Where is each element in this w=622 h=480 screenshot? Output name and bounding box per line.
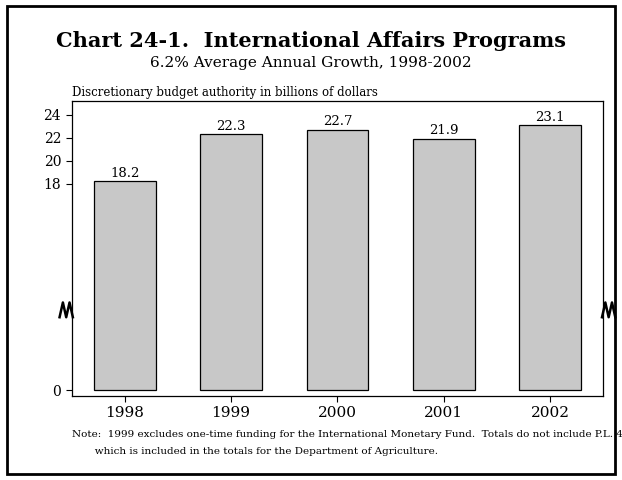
Line: 5 pts: 5 pts [60,302,73,317]
Point [121,384,128,389]
Text: Note:  1999 excludes one-time funding for the International Monetary Fund.  Tota: Note: 1999 excludes one-time funding for… [72,430,622,439]
Point [230,384,237,390]
Point [229,384,236,389]
Point [121,384,129,390]
Text: Chart 24-1.  International Affairs Programs: Chart 24-1. International Affairs Progra… [56,31,566,51]
Text: which is included in the totals for the Department of Agriculture.: which is included in the totals for the … [72,447,437,456]
Text: 21.9: 21.9 [429,124,458,137]
Line: 5 pts: 5 pts [602,302,615,317]
Bar [519,125,581,390]
Point [119,384,127,389]
Text: 18.2: 18.2 [110,167,139,180]
Bar [307,130,368,390]
Text: Discretionary budget authority in billions of dollars: Discretionary budget authority in billio… [72,85,378,99]
Point [227,384,234,390]
Point [120,384,128,390]
Bar [200,134,262,390]
Bar [413,139,475,390]
Text: 22.7: 22.7 [323,115,352,128]
Point [119,384,126,390]
Text: 6.2% Average Annual Growth, 1998-2002: 6.2% Average Annual Growth, 1998-2002 [150,56,472,71]
Point [228,384,235,389]
Bar [94,181,156,390]
Text: 22.3: 22.3 [216,120,246,133]
Point [228,384,236,390]
Text: 23.1: 23.1 [536,110,565,123]
